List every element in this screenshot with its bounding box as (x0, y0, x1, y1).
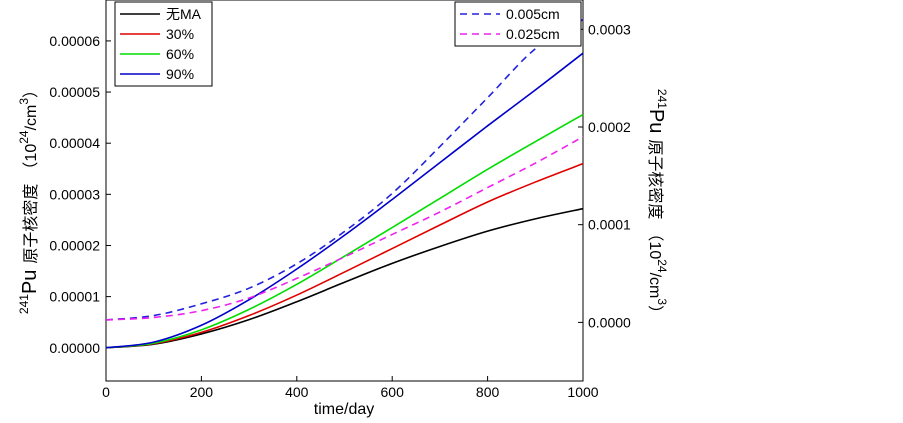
y-right-isotope: Pu (645, 109, 667, 133)
x-axis-label: time/day (314, 401, 374, 418)
y-left-tick-label: 0.00003 (49, 186, 100, 202)
y-left-tick-label: 0.00002 (49, 237, 100, 253)
y-right-tick-label: 0.0002 (588, 119, 631, 135)
y-right-unit-open: （10 (646, 225, 664, 259)
legend-label: 30% (166, 26, 194, 42)
x-tick-label: 600 (381, 384, 405, 400)
y-left-unit-open: （10 (22, 144, 40, 178)
y-right-ticks: 0.0000 0.0001 0.0002 0.0003 (578, 21, 631, 330)
x-tick-label: 800 (476, 384, 500, 400)
y-right-unit-sup1: 24 (655, 259, 669, 273)
legend-label: 90% (166, 66, 194, 82)
y-left-tick-label: 0.00004 (49, 135, 100, 151)
y-left-isotope-sup: 241 (17, 294, 31, 314)
series-line-4 (105, 18, 584, 321)
legend-left-box (114, 1, 213, 87)
y-right-tick-label: 0.0000 (588, 314, 631, 330)
series-line-2 (105, 113, 584, 349)
legend-label: 无MA (166, 6, 202, 22)
legend-label: 0.025cm (506, 26, 560, 42)
legend-left: 无MA 30% 60% 90% (114, 1, 213, 87)
series-line-3 (105, 52, 584, 349)
legend-right-box (454, 1, 582, 47)
x-tick-label: 1000 (567, 384, 598, 400)
y-right-tick-label: 0.0003 (588, 21, 631, 37)
y-right-label: 241Pu 原子核密度 （1024/cm3） (645, 89, 669, 321)
series-line-5 (105, 136, 584, 321)
y-right-cjk: 原子核密度 (646, 139, 664, 219)
y-left-unit-sup1: 24 (17, 130, 31, 144)
y-left-unit-close: ） (22, 82, 40, 98)
x-tick-label: 200 (190, 384, 214, 400)
legend-right-items: 0.005cm 0.025cm (460, 6, 560, 42)
y-left-tick-label: 0.00000 (49, 340, 100, 356)
legend-left-items: 无MA 30% 60% 90% (120, 6, 202, 82)
y-right-isotope-sup: 241 (655, 89, 669, 109)
y-left-label: 241Pu 原子核密度 （1024/cm3） (17, 82, 41, 314)
plot-frame (105, 0, 584, 382)
legend-right: 0.005cm 0.025cm (454, 1, 582, 47)
y-left-cjk: 原子核密度 (22, 184, 40, 264)
x-ticks: 0 200 400 600 800 1000 (102, 376, 599, 400)
y-right-tick-label: 0.0001 (588, 217, 631, 233)
x-tick-label: 400 (285, 384, 309, 400)
legend-label: 0.005cm (506, 6, 560, 22)
y-left-tick-label: 0.00005 (49, 84, 100, 100)
y-right-unit-mid: /cm (646, 273, 663, 299)
y-left-tick-label: 0.00001 (49, 289, 100, 305)
legend-label: 60% (166, 46, 194, 62)
y-right-unit-close: ） (646, 305, 664, 321)
y-left-unit-sup2: 3 (17, 98, 31, 105)
y-left-isotope: Pu (19, 270, 41, 294)
y-right-unit-sup2: 3 (655, 298, 669, 305)
series-line-0 (105, 207, 584, 349)
y-left-unit-mid: /cm (23, 105, 40, 131)
series-lines (105, 18, 584, 349)
y-left-ticks: 0.00000 0.00001 0.00002 0.00003 0.00004 0.000… (49, 33, 111, 356)
series-line-1 (105, 162, 584, 349)
x-tick-label: 0 (102, 384, 110, 400)
y-left-tick-label: 0.00006 (49, 33, 100, 49)
